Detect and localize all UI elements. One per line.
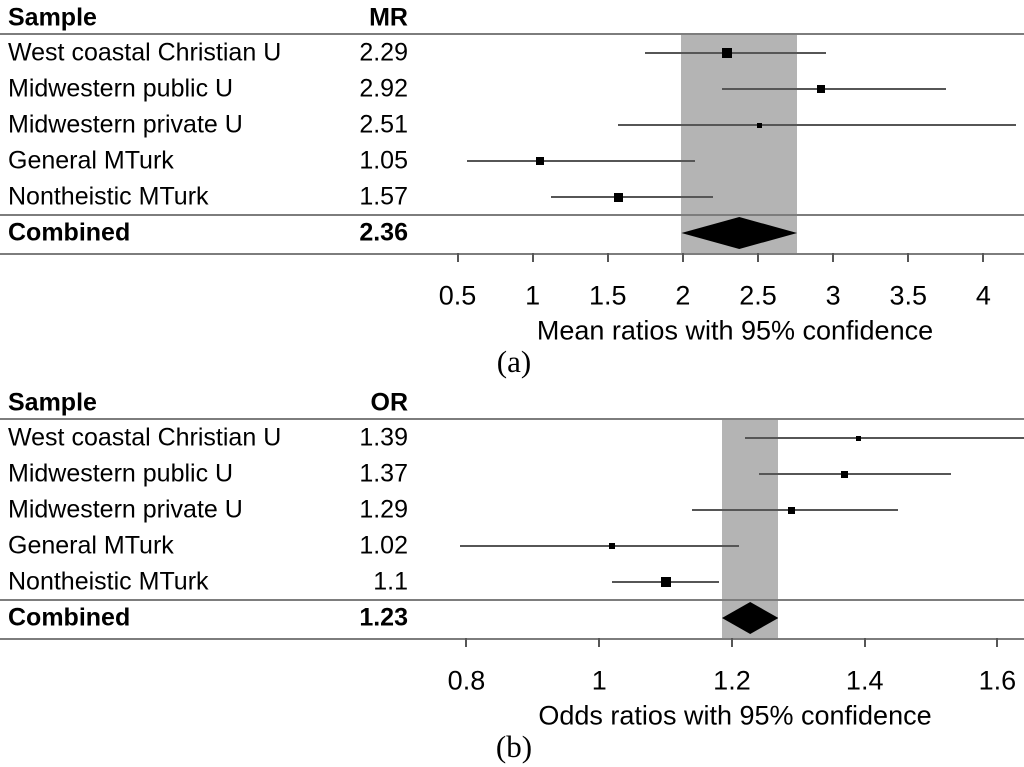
row-value: 1.1 (373, 567, 408, 596)
axis-tick (681, 253, 684, 262)
row-label: Midwestern public U (8, 459, 234, 488)
confidence-interval-line (459, 545, 739, 547)
header-separator-line (0, 418, 1024, 420)
x-axis-line (0, 253, 1024, 255)
axis-tick (907, 253, 910, 262)
axis-tick-label: 1 (591, 665, 607, 696)
combined-ci-band (681, 33, 798, 253)
point-estimate-marker (609, 543, 616, 549)
x-axis-title: Odds ratios with 95% confidence (538, 700, 932, 731)
confidence-interval-line (722, 88, 946, 90)
header-separator-line (0, 33, 1024, 35)
point-estimate-marker (817, 85, 826, 93)
confidence-interval-line (745, 437, 1024, 439)
confidence-interval-line (550, 196, 713, 198)
row-label: West coastal Christian U (8, 38, 282, 67)
axis-tick-label: 1.4 (845, 665, 884, 696)
point-estimate-marker (788, 506, 796, 514)
row-value: 1.02 (359, 531, 408, 560)
panel-b-odds-ratios: Sample OR Odds ratios with 95% confidenc… (0, 385, 1024, 767)
axis-tick-label: 0.5 (438, 280, 477, 311)
combined-separator-line (0, 214, 1024, 216)
x-axis-line (0, 638, 1024, 640)
combined-ci-band (722, 418, 779, 638)
row-value: 2.29 (359, 38, 408, 67)
combined-value: 2.36 (359, 218, 408, 247)
row-label: Midwestern private U (8, 495, 243, 524)
point-estimate-marker (613, 192, 623, 202)
panel-letter-label: (a) (496, 344, 532, 379)
row-label: General MTurk (8, 531, 174, 560)
axis-tick-label: 1.5 (589, 280, 627, 311)
axis-tick (863, 638, 866, 647)
axis-tick (730, 638, 733, 647)
combined-label: Combined (8, 603, 131, 632)
row-label: Nontheistic MTurk (8, 182, 209, 211)
row-label: West coastal Christian U (8, 423, 282, 452)
row-label: General MTurk (8, 146, 174, 175)
axis-tick (832, 253, 835, 262)
point-estimate-marker (536, 157, 545, 165)
point-estimate-marker (855, 435, 861, 441)
row-value: 1.05 (359, 146, 408, 175)
confidence-interval-line (618, 124, 1017, 126)
row-value: 1.57 (359, 182, 408, 211)
column-header-mr: MR (369, 3, 408, 32)
point-estimate-marker (841, 470, 849, 478)
column-header-sample: Sample (8, 388, 97, 417)
axis-tick (606, 253, 609, 262)
point-estimate-marker (660, 577, 671, 587)
row-value: 2.51 (359, 110, 408, 139)
axis-tick (531, 253, 534, 262)
axis-tick (996, 638, 999, 647)
column-header-or: OR (370, 388, 409, 417)
point-estimate-marker (757, 122, 763, 128)
axis-tick-label: 1.6 (978, 665, 1017, 696)
row-label: Midwestern private U (8, 110, 243, 139)
axis-tick (465, 638, 468, 647)
row-value: 1.29 (359, 495, 408, 524)
row-value: 1.39 (359, 423, 408, 452)
axis-tick-label: 1.2 (713, 665, 751, 696)
axis-tick (757, 253, 760, 262)
confidence-interval-line (466, 160, 695, 162)
panel-a-mean-ratios: Sample MR Mean ratios with 95% confidenc… (0, 0, 1024, 380)
column-header-sample: Sample (8, 3, 97, 32)
panel-letter-label: (b) (495, 729, 533, 764)
axis-tick (982, 253, 985, 262)
axis-tick-label: 2 (675, 280, 691, 311)
confidence-interval-line (758, 473, 951, 475)
axis-tick (598, 638, 601, 647)
row-label: Nontheistic MTurk (8, 567, 209, 596)
confidence-interval-line (645, 52, 826, 54)
axis-tick-label: 3.5 (889, 280, 928, 311)
axis-tick-label: 4 (975, 280, 991, 311)
axis-tick-label: 1 (525, 280, 541, 311)
axis-tick (456, 253, 459, 262)
x-axis-title: Mean ratios with 95% confidence (536, 315, 934, 346)
combined-separator-line (0, 599, 1024, 601)
row-value: 2.92 (359, 74, 408, 103)
axis-tick-label: 2.5 (739, 280, 777, 311)
axis-tick-label: 3 (825, 280, 841, 311)
point-estimate-marker (721, 48, 732, 58)
axis-tick-label: 0.8 (447, 665, 486, 696)
row-label: Midwestern public U (8, 74, 234, 103)
row-value: 1.37 (359, 459, 408, 488)
combined-label: Combined (8, 218, 131, 247)
combined-value: 1.23 (359, 603, 408, 632)
